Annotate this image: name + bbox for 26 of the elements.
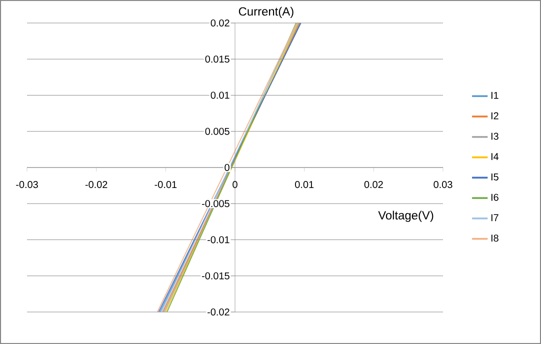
x-tick-label: 0.03 xyxy=(434,181,452,188)
x-tick-label: -0.01 xyxy=(154,181,177,188)
y-tick-label: -0.005 xyxy=(202,200,230,208)
x-tick-label: -0.03 xyxy=(16,181,38,188)
y-tick-label: 0.005 xyxy=(205,128,230,135)
legend-label: I2 xyxy=(491,112,498,120)
x-tick-label: 0.02 xyxy=(364,181,383,188)
x-tick-label: 0.01 xyxy=(295,181,314,188)
y-tick-label: 0 xyxy=(224,164,230,172)
y-tick-label: 0.02 xyxy=(210,19,230,27)
x-axis-title: Voltage(V) xyxy=(378,210,434,222)
y-tick-label: 0.01 xyxy=(210,92,230,99)
y-tick-label: -0.01 xyxy=(208,236,230,244)
legend-label: I3 xyxy=(491,132,498,140)
legend-label: I6 xyxy=(491,194,498,201)
legend-label: I5 xyxy=(491,173,498,180)
y-tick-label: -0.02 xyxy=(208,308,230,316)
y-tick-label: -0.015 xyxy=(202,272,230,280)
y-tick-label: 0.015 xyxy=(205,56,230,63)
x-tick-label: 0 xyxy=(232,181,238,188)
x-tick-label: -0.02 xyxy=(85,181,108,188)
legend-label: I4 xyxy=(491,153,499,160)
legend-label: I7 xyxy=(491,214,498,222)
y-axis-title: Current(A) xyxy=(238,6,294,18)
legend-label: I8 xyxy=(491,234,498,242)
legend-label: I1 xyxy=(491,92,498,99)
